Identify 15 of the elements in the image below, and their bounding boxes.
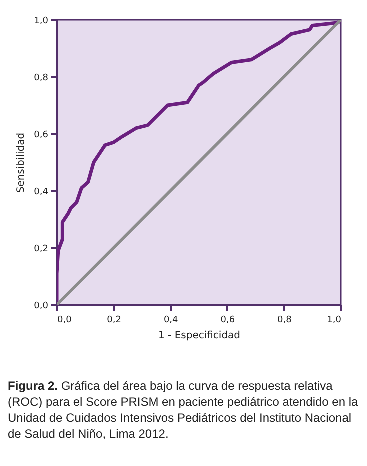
y-axis-title: Sensibilidad bbox=[16, 132, 28, 194]
y-tick-label: 0,2 bbox=[34, 244, 48, 254]
y-tick-label: 1,0 bbox=[34, 16, 49, 26]
y-tick-label: 0,0 bbox=[34, 302, 49, 312]
y-tick-label: 0,6 bbox=[34, 130, 49, 140]
x-axis-title: 1 - Especificidad bbox=[158, 330, 241, 342]
x-tick-label: 0,8 bbox=[278, 316, 292, 326]
x-tick-label: 1,0 bbox=[327, 316, 342, 326]
x-tick-label: 0,4 bbox=[164, 316, 179, 326]
y-tick-label: 0,8 bbox=[34, 74, 49, 84]
x-tick-label: 0,6 bbox=[220, 316, 236, 326]
x-tick-label: 0,2 bbox=[107, 316, 122, 326]
y-tick-label: 0,4 bbox=[34, 188, 49, 198]
x-tick-label: 0,0 bbox=[58, 316, 72, 326]
text: Figura 2. Gráfica del área bajo la curva de respuesta relativa (ROC) para el Score PRISM en paciente pediátrico atendido en la Unidad de Cuidados Intensivos Pediátricos del Instituto Nacional de Salud del Niño, Lima 2012. bbox=[8, 378, 360, 442]
